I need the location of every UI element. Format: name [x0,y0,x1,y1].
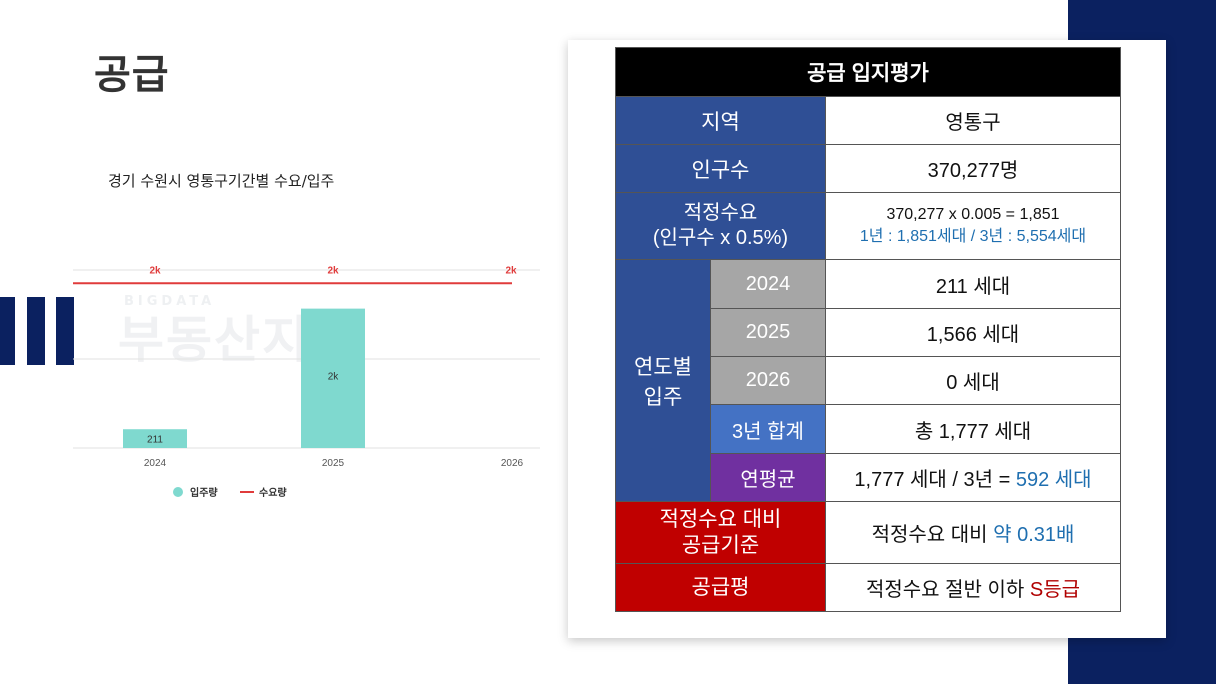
ratio-label: 적정수요 대비 공급기준 [615,501,826,564]
supply-evaluation-table: 공급 입지평가 지역 영통구 인구수 370,277명 적정수요 (인구수 x … [615,47,1121,612]
chart-title: 경기 수원시 영통구기간별 수요/입주 [108,172,335,190]
yearly-label: 연도별 입주 [615,259,711,502]
year-value-2026: 0 세대 [825,356,1121,405]
ratio-value: 적정수요 대비 약 0.31배 [825,501,1121,564]
bar-data-label: 2k [328,372,340,383]
grade-value: 적정수요 절반 이하 S등급 [825,563,1121,612]
population-label: 인구수 [615,144,826,193]
average-formula: 1,777 세대 / 3년 = [854,469,1016,491]
year-label-2026: 2026 [710,356,826,405]
ratio-prefix: 적정수요 대비 [871,524,994,546]
supply-demand-chart: 211 2k 2k 2k 2k 2024 2025 2026 입주량 수요량 [73,265,540,499]
table-header: 공급 입지평가 [615,47,1121,97]
demand-label-line2: (인구수 x 0.5%) [652,227,789,249]
line-data-label: 2k [327,265,339,276]
legend-bar-label: 입주량 [190,486,218,499]
ratio-label-line1: 적정수요 대비 [659,507,782,531]
total-value: 총 1,777 세대 [825,404,1121,454]
left-decor-bar [0,297,15,365]
yearly-label-line1: 연도별 [634,355,692,379]
region-value: 영통구 [825,96,1121,145]
grade-label: 공급평 [615,563,826,612]
demand-households: 1년 : 1,851세대 / 3년 : 5,554세대 [859,228,1087,245]
legend-line-label: 수요량 [259,487,287,499]
year-value-2024: 211 세대 [825,259,1121,309]
demand-formula: 370,277 x 0.005 = 1,851 [886,206,1060,223]
bar-2024 [123,429,187,448]
left-decor-bar [56,297,74,365]
demand-value: 370,277 x 0.005 = 1,851 1년 : 1,851세대 / 3… [825,192,1121,260]
demand-label-line1: 적정수요 [683,202,758,224]
line-data-label: 2k [149,265,161,276]
region-label: 지역 [615,96,826,145]
total-label: 3년 합계 [710,404,826,454]
grade-result: S등급 [1029,579,1080,601]
x-tick-label: 2025 [322,458,345,469]
demand-label: 적정수요 (인구수 x 0.5%) [615,192,826,260]
year-label-2024: 2024 [710,259,826,309]
year-value-2025: 1,566 세대 [825,308,1121,357]
bar-data-label: 211 [147,435,163,446]
ratio-label-line2: 공급기준 [681,533,760,557]
grade-prefix: 적정수요 절반 이하 [865,579,1030,601]
average-result: 592 세대 [1015,469,1092,491]
x-tick-label: 2026 [501,458,524,469]
left-decor-bars [0,297,74,365]
page-title: 공급 [94,52,170,98]
line-data-label: 2k [505,265,517,276]
average-label: 연평균 [710,453,826,502]
ratio-result: 약 0.31배 [993,524,1075,546]
left-decor-bar [27,297,45,365]
average-value: 1,777 세대 / 3년 = 592 세대 [825,453,1121,502]
watermark-subtext: BIGDATA [124,294,216,309]
yearly-label-line2: 입주 [643,385,683,409]
year-label-2025: 2025 [710,308,826,357]
legend-bar-swatch [173,487,183,497]
population-value: 370,277명 [825,144,1121,193]
bar-2025 [301,308,365,448]
x-tick-label: 2024 [144,458,167,469]
